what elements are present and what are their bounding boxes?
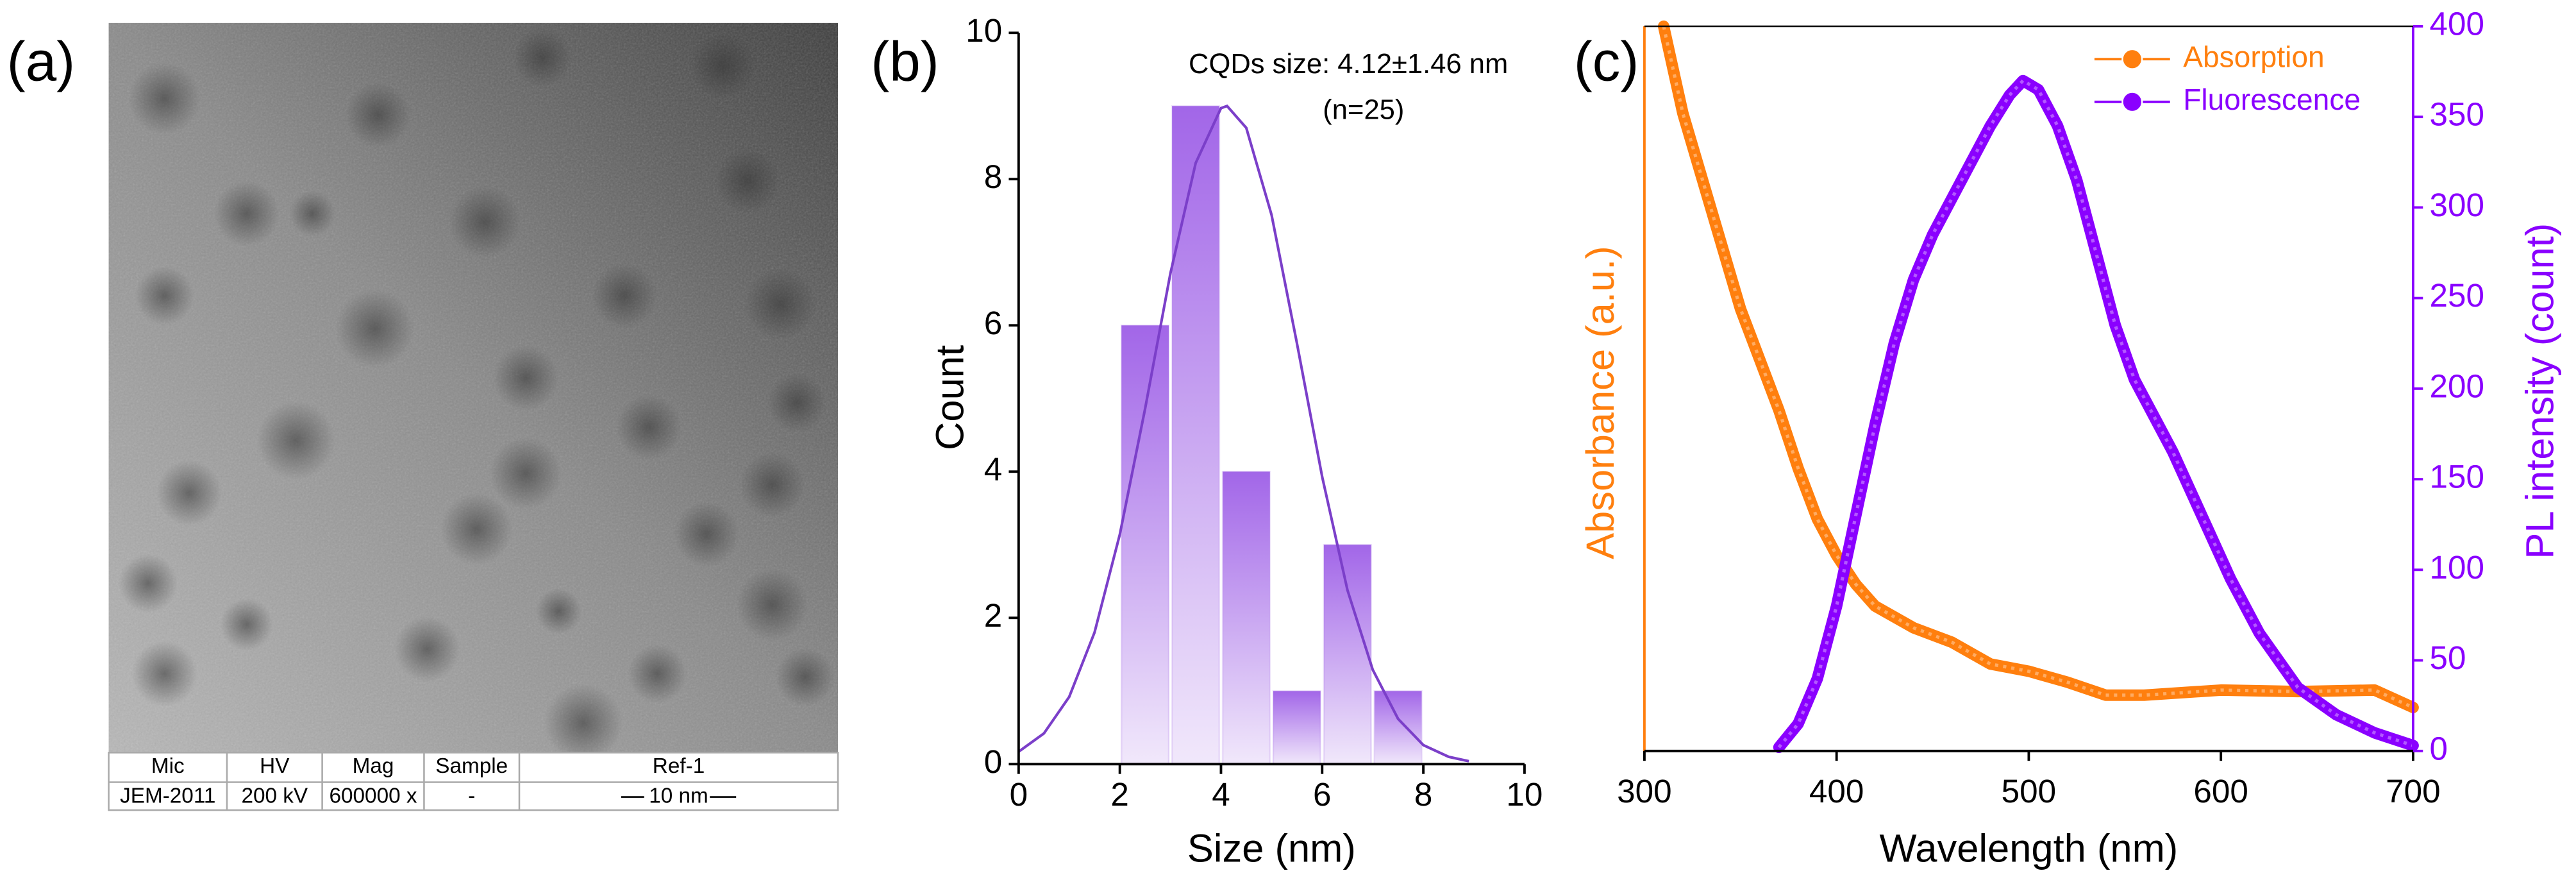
x-tick-label: 400: [1809, 773, 1864, 809]
annotation: (n=25): [1323, 95, 1404, 126]
bar: [1323, 543, 1372, 765]
y2-tick-label: 50: [2430, 639, 2466, 676]
legend-marker: [2121, 91, 2143, 113]
bar: [1221, 470, 1271, 765]
bar: [1120, 324, 1170, 765]
x-tick-label: 6: [1313, 776, 1332, 813]
y-tick-label: 2: [984, 597, 1002, 634]
tem-image: [108, 22, 839, 763]
x-tick-label: 2: [1110, 776, 1129, 813]
data-line-core: [1662, 26, 2414, 709]
y2-tick-label: 150: [2430, 459, 2484, 495]
table-cell: JEM-2011: [120, 784, 215, 808]
x-axis-label: Wavelength (nm): [1880, 826, 2179, 870]
data-line: [1657, 21, 2419, 713]
table-header: Ref-1: [653, 754, 705, 778]
data-line: [1773, 74, 2419, 754]
table-header: HV: [260, 754, 290, 778]
y-tick-label: 0: [984, 743, 1002, 780]
annotation: CQDs size: 4.12±1.46 nm: [1189, 49, 1508, 80]
y-tick-label: 6: [984, 305, 1002, 341]
legend-label: Fluorescence: [2183, 83, 2361, 116]
data-line-core: [1777, 78, 2414, 749]
x-tick-label: 10: [1506, 776, 1543, 813]
y-tick-label: 8: [984, 158, 1002, 195]
x-tick-label: 0: [1010, 776, 1028, 813]
table-cell: 10 nm: [649, 784, 708, 808]
y2-tick-label: 100: [2430, 549, 2484, 586]
y2-tick-label: 200: [2430, 368, 2484, 404]
table-cell: -: [468, 784, 475, 808]
panel-label: (b): [871, 30, 939, 92]
y-tick-label: 10: [966, 12, 1002, 49]
y2-tick-label: 300: [2430, 187, 2484, 223]
x-tick-label: 4: [1212, 776, 1230, 813]
x-axis-label: Size (nm): [1187, 826, 1356, 870]
fit-curve: [1017, 104, 1469, 763]
y2-tick-label: 0: [2430, 730, 2448, 766]
bar: [1272, 690, 1322, 765]
y2-tick-label: 250: [2430, 277, 2484, 314]
y-axis-label: Count: [928, 345, 973, 450]
x-tick-label: 8: [1414, 776, 1433, 813]
y2-tick-label: 400: [2430, 6, 2484, 42]
table-header: Mic: [151, 754, 185, 778]
y-axis-label: Absorbance (a.u.): [1578, 246, 1623, 559]
legend-label: Absorption: [2183, 40, 2324, 73]
y2-tick-label: 350: [2430, 96, 2484, 133]
table-cell: 600000 x: [330, 784, 417, 808]
panel-label: (c): [1574, 30, 1639, 92]
bar: [1171, 105, 1221, 765]
table-cell: 200 kV: [241, 784, 308, 808]
panel-label: (a): [7, 30, 75, 92]
x-tick-label: 500: [2002, 773, 2056, 809]
x-tick-label: 700: [2386, 773, 2440, 809]
bar: [1373, 690, 1423, 765]
info-table: [108, 752, 839, 811]
legend-marker: [2121, 48, 2143, 70]
x-tick-label: 600: [2193, 773, 2248, 809]
table-header: Mag: [353, 754, 394, 778]
y-tick-label: 4: [984, 451, 1002, 487]
x-tick-label: 300: [1617, 773, 1671, 809]
table-header: Sample: [435, 754, 508, 778]
y2-axis-label: PL intensity (count): [2518, 223, 2563, 559]
